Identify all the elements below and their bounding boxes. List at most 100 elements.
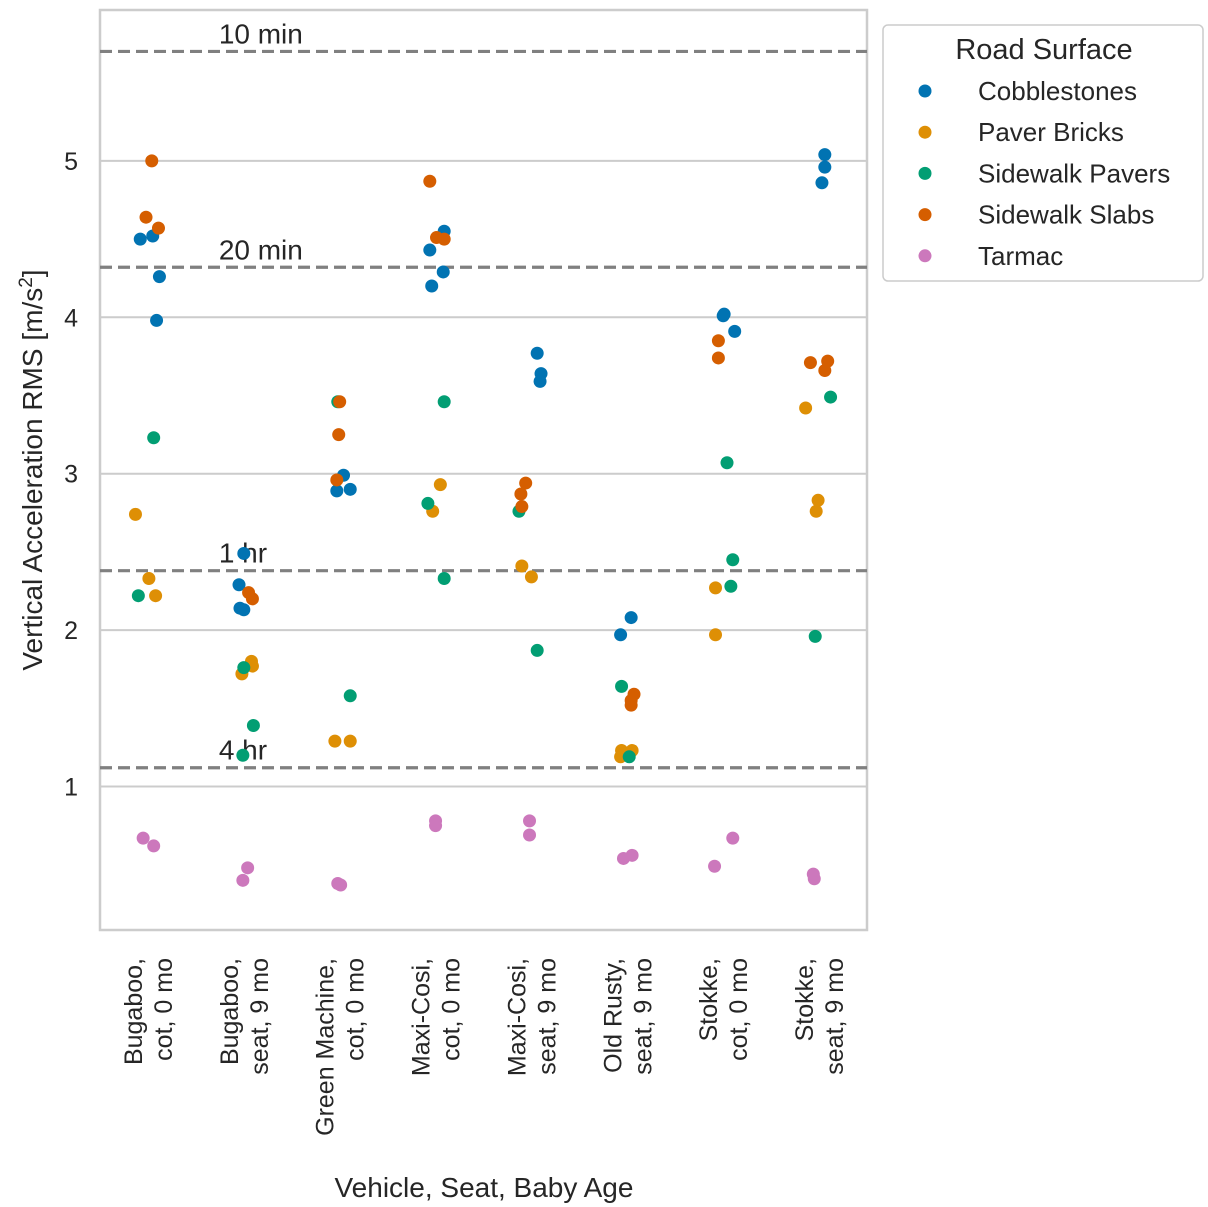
point-sidewalk-pavers	[147, 431, 161, 445]
legend-marker-tarmac	[918, 249, 932, 263]
legend-label-cobblestones: Cobblestones	[978, 76, 1137, 106]
y-tick-labels: 1 2 3 4 5	[64, 148, 78, 802]
point-cobblestones	[716, 309, 730, 323]
point-sidewalk-pavers	[343, 689, 357, 703]
y-tick-label: 4	[64, 304, 78, 332]
legend-label-sidewalk-pavers: Sidewalk Pavers	[978, 158, 1170, 188]
x-tick-label: Green Machine, cot, 0 mo	[312, 958, 370, 1136]
point-tarmac	[625, 848, 639, 862]
point-sidewalk-slabs	[333, 395, 347, 409]
point-cobblestones	[818, 160, 832, 174]
point-cobblestones	[150, 313, 164, 327]
y-axis-label-superscript: 2	[16, 277, 37, 288]
point-paver-bricks	[515, 559, 529, 573]
y-tick-label: 3	[64, 461, 78, 489]
point-tarmac	[334, 878, 348, 892]
point-sidewalk-slabs	[519, 476, 533, 490]
x-tick-label: Maxi-Cosi, cot, 0 mo	[408, 958, 466, 1076]
point-sidewalk-pavers	[131, 589, 145, 603]
x-tick-label: Bugaboo, cot, 0 mo	[120, 958, 178, 1065]
x-tick-label-line2: seat, 9 mo	[533, 958, 561, 1075]
point-cobblestones	[237, 603, 251, 617]
point-sidewalk-pavers	[622, 750, 636, 764]
point-cobblestones	[152, 270, 166, 284]
point-sidewalk-pavers	[726, 553, 740, 567]
y-tick-label: 2	[64, 617, 78, 645]
y-tick-label: 1	[64, 774, 78, 802]
x-tick-label-line2: seat, 9 mo	[821, 958, 849, 1075]
y-axis-label-main: Vertical Acceleration RMS [m/s	[17, 288, 48, 671]
legend-items: Cobblestones Paver Bricks Sidewalk Pavers S…	[918, 76, 1170, 271]
point-tarmac	[726, 831, 740, 845]
point-cobblestones	[425, 279, 439, 293]
y-axis-label: Vertical Acceleration RMS [m/s2]	[16, 269, 49, 670]
point-paver-bricks	[811, 493, 825, 507]
legend-marker-sidewalk-slabs	[918, 208, 932, 222]
x-tick-label-line2: cot, 0 mo	[725, 958, 753, 1061]
point-sidewalk-pavers	[237, 661, 251, 675]
point-sidewalk-pavers	[437, 571, 451, 585]
point-tarmac	[523, 828, 537, 842]
point-sidewalk-slabs	[423, 174, 437, 188]
x-tick-label-line2: cot, 0 mo	[438, 958, 466, 1061]
point-paver-bricks	[328, 734, 342, 748]
legend-title: Road Surface	[955, 34, 1132, 66]
point-sidewalk-slabs	[515, 500, 529, 514]
legend-label-paver-bricks: Paver Bricks	[978, 117, 1124, 147]
reference-line-label: 20 min	[219, 234, 303, 265]
point-cobblestones	[133, 232, 147, 246]
point-cobblestones	[818, 148, 832, 162]
point-sidewalk-pavers	[720, 456, 734, 470]
x-tick-labels: Bugaboo, cot, 0 mo Bugaboo, seat, 9 mo Green…	[120, 958, 849, 1136]
x-tick-label-line2: cot, 0 mo	[150, 958, 178, 1061]
point-sidewalk-slabs	[151, 221, 165, 235]
point-sidewalk-pavers	[808, 629, 822, 643]
x-axis-label: Vehicle, Seat, Baby Age	[335, 1172, 634, 1203]
point-paver-bricks	[809, 504, 823, 518]
x-tick-label-line1: Bugaboo,	[216, 958, 244, 1065]
plot-frame	[98, 8, 869, 932]
y-axis-label-close: ]	[17, 269, 48, 277]
point-sidewalk-pavers	[236, 748, 250, 762]
point-tarmac	[136, 831, 150, 845]
point-cobblestones	[232, 578, 246, 592]
point-paver-bricks	[524, 570, 538, 584]
x-tick-label-line1: Maxi-Cosi,	[408, 958, 436, 1076]
point-sidewalk-slabs	[145, 154, 159, 168]
point-tarmac	[523, 814, 537, 828]
data-points	[128, 148, 838, 892]
point-tarmac	[236, 873, 250, 887]
point-tarmac	[147, 839, 161, 853]
point-tarmac	[241, 861, 255, 875]
point-cobblestones	[728, 324, 742, 338]
point-cobblestones	[815, 176, 829, 190]
point-sidewalk-slabs	[437, 232, 451, 246]
point-paver-bricks	[142, 571, 156, 585]
x-tick-label-line1: Green Machine,	[312, 958, 340, 1136]
point-cobblestones	[614, 628, 628, 642]
point-sidewalk-pavers	[246, 719, 260, 733]
x-tick-label-line1: Stokke,	[791, 958, 819, 1041]
point-sidewalk-slabs	[245, 592, 259, 606]
point-sidewalk-slabs	[332, 428, 346, 442]
x-tick-label: Stokke, seat, 9 mo	[791, 958, 849, 1075]
point-sidewalk-pavers	[437, 395, 451, 409]
point-paver-bricks	[343, 734, 357, 748]
y-tick-label: 5	[64, 148, 78, 176]
x-tick-label-line2: seat, 9 mo	[629, 958, 657, 1075]
point-cobblestones	[330, 484, 344, 498]
legend-marker-paver-bricks	[918, 125, 932, 139]
x-tick-label-line1: Stokke,	[695, 958, 723, 1041]
x-tick-label: Maxi-Cosi, seat, 9 mo	[503, 958, 561, 1076]
point-paver-bricks	[128, 507, 142, 521]
x-tick-label-line1: Maxi-Cosi,	[503, 958, 531, 1076]
point-sidewalk-slabs	[514, 487, 528, 501]
legend-box	[882, 24, 1204, 282]
legend-marker-sidewalk-pavers	[918, 166, 932, 180]
x-tick-label: Old Rusty, seat, 9 mo	[599, 958, 657, 1075]
x-tick-label-line2: seat, 9 mo	[246, 958, 274, 1075]
point-paver-bricks	[433, 478, 447, 492]
reference-line-label: 10 min	[219, 18, 303, 49]
